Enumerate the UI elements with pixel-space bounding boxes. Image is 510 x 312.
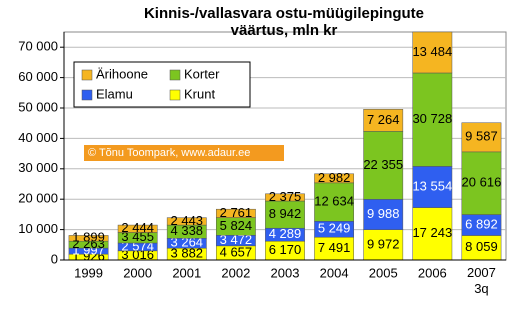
bar-segment [117,224,158,233]
y-tick-label: 40 000 [18,130,58,145]
bar-segment [314,182,355,222]
data-label: 3 472 [220,232,253,247]
data-label: 9 972 [367,236,400,251]
bar-segment [166,217,207,226]
annotation: © Tõnu Toompark, www.adaur.ee [88,147,250,159]
data-label: 9 988 [367,206,400,221]
data-label: 5 824 [220,218,253,233]
data-label: 4 338 [171,223,204,238]
data-label: 17 243 [412,225,452,240]
y-tick-label: 50 000 [18,99,58,114]
data-label: 13 554 [412,178,452,193]
x-tick-label: 2003 [271,265,300,280]
data-label: 2 761 [220,205,253,220]
data-label: 6 892 [465,216,498,231]
bar-segment [461,122,502,153]
data-label: 20 616 [462,175,502,190]
x-tick-label: 2004 [320,265,349,280]
bar-segment [412,207,453,261]
x-tick-label: 2002 [221,265,250,280]
bar-segment [461,151,502,215]
data-label: 4 657 [220,244,253,259]
data-label: 2 444 [121,220,154,235]
legend-swatch [169,69,181,81]
x-tick-label: 2005 [369,265,398,280]
bar-segment [412,31,453,74]
bar-segment [215,208,256,218]
bar-segment [68,235,109,242]
legend-label: Krunt [184,86,215,101]
data-label: 13 484 [412,44,452,59]
y-tick-label: 20 000 [18,191,58,206]
data-label: 8 942 [269,206,302,221]
data-label: 2 982 [318,170,351,185]
data-label: 4 289 [269,226,302,241]
y-tick-label: 30 000 [18,160,58,175]
legend: Ärihoone Korter Elamu Krunt [73,61,251,108]
y-tick-label: 0 [51,251,58,266]
legend-swatch [81,89,93,101]
legend-swatch [81,69,93,81]
x-tick-label: 1999 [74,265,103,280]
data-label: 2 375 [269,189,302,204]
data-label: 12 634 [314,194,354,209]
legend-swatch [169,89,181,101]
legend-label: Elamu [96,86,133,101]
bar-segment [363,109,404,132]
data-label: 1 899 [72,230,105,245]
data-label: 22 355 [363,157,403,172]
data-label: 3 455 [121,229,154,244]
bar-segment [265,200,305,229]
legend-box [73,61,251,108]
data-label: 7 264 [367,112,400,127]
x-tick-label: 2001 [172,265,201,280]
data-label: 2 443 [171,213,204,228]
data-label: 8 059 [465,239,498,254]
legend-label: Korter [184,66,220,81]
y-tick-label: 60 000 [18,69,58,84]
x-tick-label: 2006 [418,265,447,280]
bar-segment [314,173,355,184]
bar-segment [412,72,453,167]
y-tick-label: 10 000 [18,221,58,236]
y-tick-label: 70 000 [18,39,58,54]
bar-segment [412,166,453,208]
bar-segment [363,229,404,261]
data-label: 7 491 [318,240,351,255]
data-label: 6 170 [269,242,302,257]
bar-segment [265,193,305,202]
x-tick-label: 2000 [123,265,152,280]
data-label: 30 728 [412,111,452,126]
data-label: 3 882 [171,246,204,261]
chart-title: Kinnis-/vallasvara ostu-müügilepingute vä… [144,5,424,39]
annotation-bg [84,145,284,161]
data-label: 5 249 [318,221,351,236]
legend-label: Ärihoone [96,66,148,81]
bar-segment [363,131,404,200]
data-label: 9 587 [465,129,498,144]
x-tick-label: 2007 3q [467,265,496,296]
